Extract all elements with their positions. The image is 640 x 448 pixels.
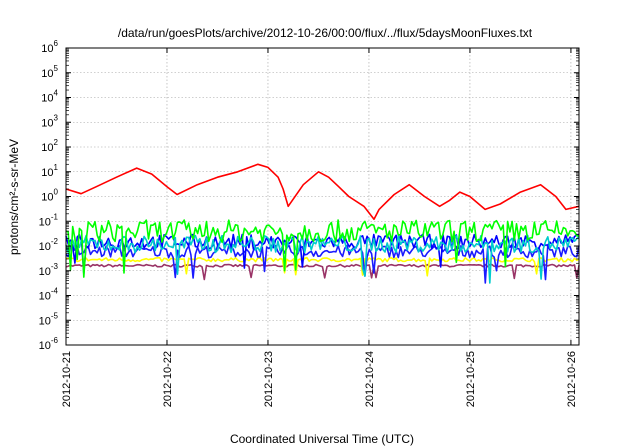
y-tick-label: 10-6	[39, 336, 59, 352]
axis-ticks: 10-6 10-5 10-4 10-3 10-2 10-1 100 101 102 103 104 1…	[39, 39, 579, 407]
x-tick-label: 2012-10-26	[566, 351, 578, 407]
y-tick-label: 10-5	[39, 311, 59, 327]
y-tick-label: 10-2	[39, 237, 59, 253]
y-tick-label: 10-4	[39, 287, 59, 303]
x-tick-label: 2012-10-24	[364, 351, 376, 407]
series-line	[65, 163, 580, 221]
series-line	[65, 244, 580, 284]
y-tick-label: 10-1	[39, 212, 59, 228]
chart-title: /data/run/goesPlots/archive/2012-10-26/0…	[118, 26, 533, 40]
x-axis-label: Coordinated Universal Time (UTC)	[230, 432, 414, 446]
series-line	[65, 256, 580, 277]
y-tick-label: 101	[41, 163, 58, 179]
x-tick-label: 2012-10-22	[162, 351, 174, 407]
series-line	[65, 219, 579, 278]
x-tick-label: 2012-10-25	[465, 351, 477, 407]
series-layer	[65, 163, 580, 284]
series-line	[65, 234, 580, 284]
series-line	[65, 233, 580, 275]
x-tick-label: 2012-10-23	[263, 351, 275, 407]
y-tick-label: 106	[41, 39, 58, 55]
grid-lines	[66, 48, 579, 345]
y-tick-label: 10-3	[39, 262, 59, 278]
y-tick-label: 102	[41, 138, 58, 154]
series-line	[65, 263, 580, 281]
y-axis-label: protons/cm²-s-sr-MeV	[7, 139, 21, 255]
y-tick-label: 104	[41, 89, 58, 105]
y-tick-label: 100	[41, 188, 58, 204]
y-tick-label: 103	[41, 113, 58, 129]
y-tick-label: 105	[41, 64, 58, 80]
x-tick-label: 2012-10-21	[61, 351, 73, 407]
